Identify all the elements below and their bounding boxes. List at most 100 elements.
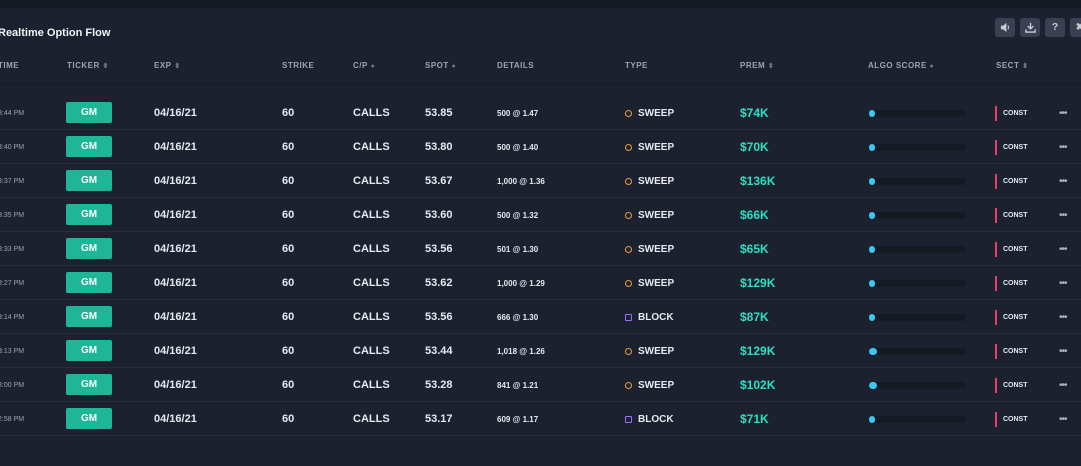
more-options-icon[interactable]: ••• — [1059, 175, 1067, 187]
spot-cell: 53.67 — [425, 175, 453, 187]
help-button[interactable]: ? — [1045, 18, 1065, 37]
algo-score-fill — [869, 347, 877, 355]
algo-score-bar — [869, 109, 966, 117]
sector-marker — [995, 139, 997, 155]
sort-icon: ⬍ — [1022, 63, 1029, 70]
ticker-badge[interactable]: GM — [66, 306, 112, 327]
time-cell: 3:00 PM — [0, 381, 25, 389]
sector-marker — [995, 241, 997, 257]
type-cell: SWEEP — [625, 266, 674, 300]
ticker-badge[interactable]: GM — [66, 374, 112, 395]
algo-score-fill — [869, 143, 875, 151]
ticker-badge[interactable]: GM — [66, 170, 112, 191]
table-row[interactable]: 3:40 PM GM 04/16/21 60 CALLS 53.80 500 @ 1.40 S… — [0, 130, 1081, 164]
algo-score-bar — [869, 279, 966, 287]
more-options-icon[interactable]: ••• — [1059, 345, 1067, 357]
algo-score-bar — [869, 347, 966, 355]
sweep-icon — [625, 245, 632, 253]
time-cell: 3:33 PM — [0, 245, 25, 253]
more-options-icon[interactable]: ••• — [1059, 209, 1067, 221]
sweep-icon — [625, 109, 632, 117]
more-options-icon[interactable]: ••• — [1059, 277, 1067, 289]
spot-cell: 53.62 — [425, 277, 453, 289]
sound-button[interactable] — [995, 18, 1015, 37]
more-options-icon[interactable]: ••• — [1059, 243, 1067, 255]
table-row[interactable]: 3:13 PM GM 04/16/21 60 CALLS 53.44 1,018 @ 1.2… — [0, 334, 1081, 368]
download-button[interactable] — [1020, 18, 1040, 37]
sector-cell: CONST — [995, 300, 1028, 334]
algo-score-fill — [869, 177, 875, 185]
type-label: SWEEP — [638, 277, 675, 289]
col-sect[interactable]: SECT ⬍ — [996, 61, 1029, 70]
more-options-icon[interactable]: ••• — [1059, 413, 1067, 425]
ticker-badge[interactable]: GM — [66, 136, 112, 157]
time-cell: 3:35 PM — [0, 211, 25, 219]
details-cell: 500 @ 1.40 — [497, 142, 539, 152]
more-options-icon[interactable]: ••• — [1059, 141, 1067, 153]
type-cell: SWEEP — [625, 334, 674, 368]
table-row[interactable]: 3:00 PM GM 04/16/21 60 CALLS 53.28 841 @ 1.21 S… — [0, 368, 1081, 402]
sector-label: CONST — [1003, 143, 1028, 151]
more-options-icon[interactable]: ••• — [1059, 107, 1067, 119]
table-row[interactable]: 3:27 PM GM 04/16/21 60 CALLS 53.62 1,000 @ 1.2… — [0, 266, 1081, 300]
sweep-icon — [625, 347, 632, 355]
details-cell: 500 @ 1.32 — [497, 210, 539, 220]
table-row[interactable]: 3:37 PM GM 04/16/21 60 CALLS 53.67 1,000 @ 1.3… — [0, 164, 1081, 198]
flow-table-body: 3:44 PM GM 04/16/21 60 CALLS 53.85 500 @ 1.47 S… — [0, 96, 1081, 436]
algo-score-cell — [869, 266, 966, 300]
sector-label: CONST — [1003, 415, 1028, 423]
table-row[interactable]: 3:35 PM GM 04/16/21 60 CALLS 53.60 500 @ 1.32 S… — [0, 198, 1081, 232]
type-cell: SWEEP — [625, 232, 674, 266]
table-row[interactable]: 2:58 PM GM 04/16/21 60 CALLS 53.17 609 @ 1.17 B… — [0, 402, 1081, 436]
ticker-badge[interactable]: GM — [66, 102, 112, 123]
table-row[interactable]: 3:33 PM GM 04/16/21 60 CALLS 53.56 501 @ 1.30 S… — [0, 232, 1081, 266]
col-algo-score[interactable]: ALGO SCORE ● — [868, 61, 935, 70]
sector-marker — [995, 377, 997, 393]
expiry-cell: 04/16/21 — [154, 209, 197, 221]
top-strip — [0, 0, 1081, 8]
more-options-icon[interactable]: ••• — [1059, 379, 1067, 391]
premium-cell: $87K — [740, 310, 769, 324]
ticker-badge[interactable]: GM — [66, 272, 112, 293]
col-spot[interactable]: SPOT ● — [425, 61, 457, 70]
details-cell: 609 @ 1.17 — [497, 414, 539, 424]
ticker-badge[interactable]: GM — [66, 204, 112, 225]
panel-title: Realtime Option Flow — [0, 27, 111, 39]
call-put-cell: CALLS — [353, 141, 390, 153]
block-icon — [625, 313, 632, 321]
col-time[interactable]: TIME — [0, 61, 20, 70]
algo-score-cell — [869, 334, 966, 368]
more-options-icon[interactable]: ••• — [1059, 311, 1067, 323]
help-icon: ? — [1051, 22, 1059, 33]
table-row[interactable]: 3:44 PM GM 04/16/21 60 CALLS 53.85 500 @ 1.47 S… — [0, 96, 1081, 130]
type-label: SWEEP — [638, 209, 675, 221]
strike-cell: 60 — [282, 209, 295, 221]
call-put-cell: CALLS — [353, 345, 390, 357]
col-exp[interactable]: EXP ⬍ — [154, 61, 181, 70]
table-row[interactable]: 3:14 PM GM 04/16/21 60 CALLS 53.56 666 @ 1.30 B… — [0, 300, 1081, 334]
ticker-badge[interactable]: GM — [66, 238, 112, 259]
algo-score-fill — [869, 313, 875, 321]
time-cell: 3:27 PM — [0, 279, 25, 287]
type-label: SWEEP — [638, 175, 675, 187]
col-details[interactable]: DETAILS — [497, 61, 535, 70]
sector-label: CONST — [1003, 347, 1028, 355]
call-put-cell: CALLS — [353, 413, 390, 425]
type-label: SWEEP — [638, 345, 675, 357]
type-cell: BLOCK — [625, 300, 674, 334]
sector-marker — [995, 207, 997, 223]
sector-cell: CONST — [995, 232, 1028, 266]
panel-toolbar: ? ✖ — [995, 18, 1081, 37]
col-type[interactable]: TYPE — [625, 61, 648, 70]
col-cp[interactable]: C/P ● — [353, 61, 376, 70]
col-strike[interactable]: STRIKE — [282, 61, 315, 70]
ticker-badge[interactable]: GM — [66, 340, 112, 361]
expiry-cell: 04/16/21 — [154, 379, 197, 391]
col-ticker[interactable]: TICKER ⬍ — [67, 61, 109, 70]
algo-score-fill — [869, 381, 877, 389]
ticker-badge[interactable]: GM — [66, 408, 112, 429]
col-prem[interactable]: PREM ⬍ — [740, 61, 775, 70]
sector-cell: CONST — [995, 334, 1028, 368]
close-button[interactable]: ✖ — [1070, 18, 1081, 37]
strike-cell: 60 — [282, 141, 295, 153]
